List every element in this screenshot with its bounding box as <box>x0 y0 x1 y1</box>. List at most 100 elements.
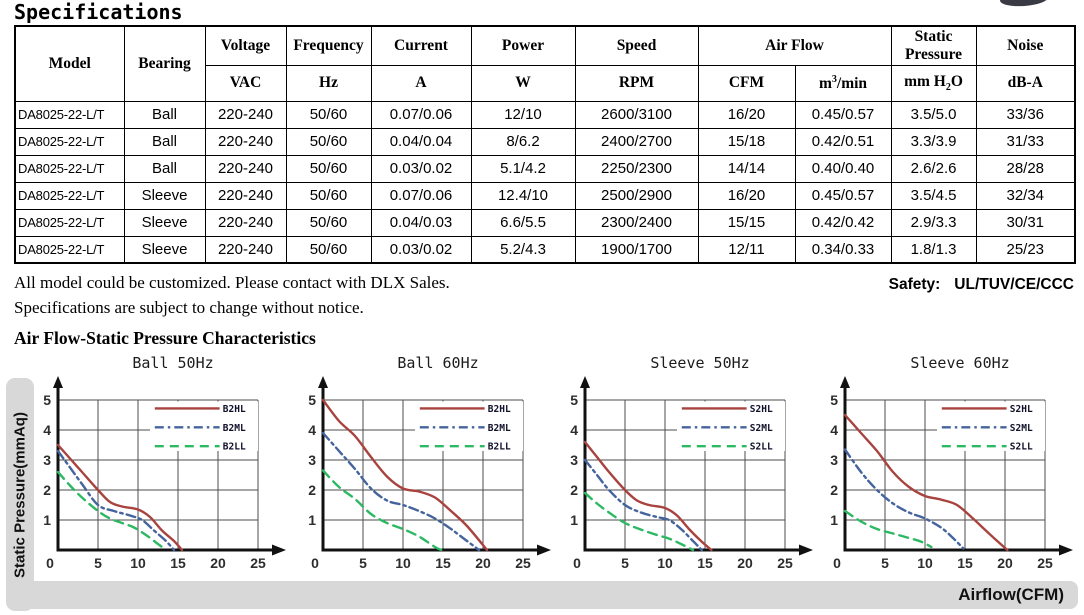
svg-text:5: 5 <box>43 392 51 408</box>
col-header-air-flow: Air Flow <box>697 25 892 66</box>
table-cell: 0.42/0.51 <box>794 127 892 156</box>
svg-text:25: 25 <box>777 555 793 571</box>
table-cell: DA8025-22-L/T <box>14 100 125 129</box>
svg-text:5: 5 <box>308 392 316 408</box>
table-cell: 0.45/0.57 <box>794 100 892 129</box>
safety-label: Safety: <box>888 276 941 293</box>
svg-text:B2ML: B2ML <box>488 423 511 434</box>
col-header-static-pressure: Static Pressure <box>890 25 977 66</box>
table-cell: 0.07/0.06 <box>370 181 472 210</box>
svg-text:10: 10 <box>657 555 673 571</box>
table-cell: 5.1/4.2 <box>470 154 576 183</box>
table-cell: DA8025-22-L/T <box>14 154 125 183</box>
svg-text:2: 2 <box>570 482 578 498</box>
chart-title: Ball 60Hz <box>397 354 479 372</box>
table-cell: 2300/2400 <box>574 208 699 237</box>
col-header-model: Model <box>14 25 125 102</box>
table-cell: 1.8/1.3 <box>890 235 977 264</box>
svg-text:15: 15 <box>435 555 451 571</box>
svg-text:5: 5 <box>621 555 629 571</box>
footnote-disclaimer: Specifications are subject to change wit… <box>14 298 364 317</box>
chart-title: Sleeve 60Hz <box>910 354 1010 372</box>
svg-text:1: 1 <box>570 512 578 528</box>
svg-text:5: 5 <box>881 555 889 571</box>
svg-text:5: 5 <box>570 392 578 408</box>
table-cell: 1900/1700 <box>574 235 699 264</box>
unit-a: A <box>370 64 472 102</box>
table-cell: Ball <box>123 100 206 129</box>
chart-svg-0: 1 2 3 4 5 0 5 10 15 20 25 B2HL B2ML B2LL <box>43 376 286 571</box>
svg-text:B2ML: B2ML <box>223 423 246 434</box>
svg-text:3: 3 <box>570 452 578 468</box>
table-cell: 33/36 <box>975 100 1076 129</box>
svg-text:1: 1 <box>308 512 316 528</box>
table-cell: 0.03/0.02 <box>370 154 472 183</box>
spec-table: Model Bearing Voltage Frequency Current … <box>14 25 1077 264</box>
table-cell: 50/60 <box>285 127 372 156</box>
svg-text:20: 20 <box>997 555 1013 571</box>
table-row: DA8025-22-L/T Sleeve 220-240 50/60 0.07/0.06… <box>14 181 1076 210</box>
table-cell: 15/15 <box>697 208 796 237</box>
table-cell: 3.5/5.0 <box>890 100 977 129</box>
svg-text:25: 25 <box>515 555 531 571</box>
table-cell: 31/33 <box>975 127 1076 156</box>
svg-text:3: 3 <box>830 452 838 468</box>
unit-hz: Hz <box>285 64 372 102</box>
table-cell: 28/28 <box>975 154 1076 183</box>
svg-text:0: 0 <box>833 555 841 571</box>
table-cell: DA8025-22-L/T <box>14 208 125 237</box>
table-cell: 2.6/2.6 <box>890 154 977 183</box>
table-cell: 0.45/0.57 <box>794 181 892 210</box>
table-cell: Ball <box>123 154 206 183</box>
svg-text:2: 2 <box>830 482 838 498</box>
safety-certifications: Safety: UL/TUV/CE/CCC <box>860 276 1074 294</box>
table-cell: 16/20 <box>697 100 796 129</box>
table-cell: Ball <box>123 127 206 156</box>
table-cell: 0.07/0.06 <box>370 100 472 129</box>
svg-text:4: 4 <box>308 422 316 438</box>
table-cell: DA8025-22-L/T <box>14 127 125 156</box>
svg-text:10: 10 <box>130 555 146 571</box>
unit-vac: VAC <box>204 64 287 102</box>
chart-svg-1: 1 2 3 4 5 0 5 10 15 20 25 B2HL B2ML B2LL <box>308 376 551 571</box>
table-cell: 50/60 <box>285 235 372 264</box>
table-cell: 3.3/3.9 <box>890 127 977 156</box>
table-cell: 15/18 <box>697 127 796 156</box>
col-header-bearing: Bearing <box>123 25 206 102</box>
table-cell: 2500/2900 <box>574 181 699 210</box>
y-axis-bar: Static Pressure(mmAq) <box>6 378 34 611</box>
svg-text:0: 0 <box>46 555 54 571</box>
table-cell: Sleeve <box>123 181 206 210</box>
chart-title: Sleeve 50Hz <box>650 354 750 372</box>
table-cell: 12.4/10 <box>470 181 576 210</box>
table-cell: 50/60 <box>285 154 372 183</box>
page-title: Specifications <box>14 0 183 24</box>
table-cell: 220-240 <box>204 100 287 129</box>
svg-text:25: 25 <box>250 555 266 571</box>
chart-svg-3: 1 2 3 4 5 0 5 10 15 20 25 S2HL S2ML S2LL <box>830 376 1073 571</box>
table-cell: 2.9/3.3 <box>890 208 977 237</box>
chart-ball-60hz: Ball 60Hz 1 2 3 4 5 0 5 10 15 20 25 B2HL B2ML B2LL <box>291 354 559 578</box>
y-axis-label: Static Pressure(mmAq) <box>11 411 29 578</box>
unit-w: W <box>470 64 576 102</box>
unit-rpm: RPM <box>574 64 699 102</box>
table-cell: 6.6/5.5 <box>470 208 576 237</box>
table-cell: 25/23 <box>975 235 1076 264</box>
table-cell: 50/60 <box>285 100 372 129</box>
table-row: DA8025-22-L/T Sleeve 220-240 50/60 0.04/0.03… <box>14 208 1076 237</box>
col-header-current: Current <box>370 25 472 66</box>
unit-cfm: CFM <box>697 64 796 102</box>
x-axis-label: Airflow(CFM) <box>958 585 1064 604</box>
svg-text:0: 0 <box>311 555 319 571</box>
svg-text:20: 20 <box>210 555 226 571</box>
table-cell: 220-240 <box>204 235 287 264</box>
svg-text:5: 5 <box>830 392 838 408</box>
table-cell: 220-240 <box>204 127 287 156</box>
table-cell: 2250/2300 <box>574 154 699 183</box>
x-axis-bar: Airflow(CFM) <box>8 581 1078 609</box>
chart-sleeve-60hz: Sleeve 60Hz 1 2 3 4 5 0 5 10 15 20 25 S2HL S2ML S2LL <box>813 354 1081 578</box>
svg-text:S2HL: S2HL <box>750 404 773 415</box>
footnotes: All model could be customized. Please co… <box>14 270 450 320</box>
unit-dba: dB-A <box>975 64 1076 102</box>
